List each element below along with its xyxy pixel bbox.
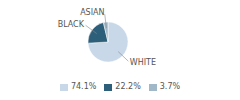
html-text:74.1%: 74.1% bbox=[70, 82, 97, 91]
html-text:3.7%: 3.7% bbox=[159, 82, 181, 91]
svg-text:ASIAN: ASIAN bbox=[80, 8, 104, 17]
svg-text:WHITE: WHITE bbox=[130, 58, 156, 67]
svg-text:BLACK: BLACK bbox=[58, 20, 85, 29]
html-text:22.2%: 22.2% bbox=[115, 82, 141, 91]
